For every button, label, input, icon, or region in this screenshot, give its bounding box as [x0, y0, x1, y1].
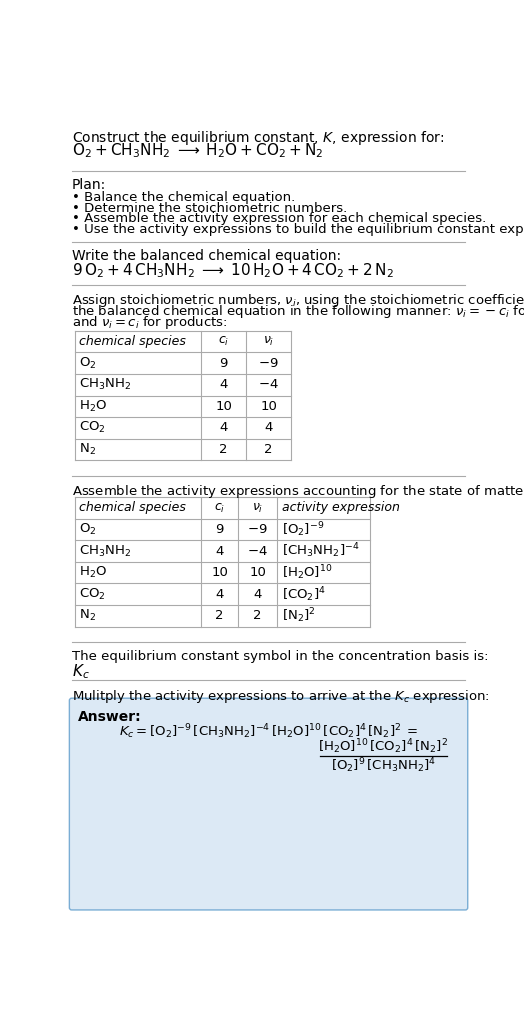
Text: Assemble the activity expressions accounting for the state of matter and $\nu_i$: Assemble the activity expressions accoun… [72, 484, 524, 500]
Text: Mulitply the activity expressions to arrive at the $K_c$ expression:: Mulitply the activity expressions to arr… [72, 688, 489, 705]
Text: 2: 2 [220, 443, 228, 456]
Text: chemical species: chemical species [80, 335, 187, 348]
Text: $c_i$: $c_i$ [218, 335, 229, 348]
Text: 2: 2 [254, 609, 262, 622]
Text: • Assemble the activity expression for each chemical species.: • Assemble the activity expression for e… [72, 212, 486, 226]
Text: 4: 4 [220, 421, 228, 435]
Text: $[\mathrm{H_2O}]^{10}$: $[\mathrm{H_2O}]^{10}$ [282, 564, 332, 582]
Text: $[\mathrm{N_2}]^{2}$: $[\mathrm{N_2}]^{2}$ [282, 607, 315, 625]
Text: • Determine the stoichiometric numbers.: • Determine the stoichiometric numbers. [72, 202, 347, 214]
Text: $[\mathrm{CO_2}]^{4}$: $[\mathrm{CO_2}]^{4}$ [282, 585, 325, 604]
Text: $\mathrm{H_2O}$: $\mathrm{H_2O}$ [80, 565, 107, 580]
Text: 10: 10 [260, 400, 277, 413]
Text: $-4$: $-4$ [258, 378, 279, 392]
Text: $[\mathrm{O_2}]^{9}\,[\mathrm{CH_3NH_2}]^{4}$: $[\mathrm{O_2}]^{9}\,[\mathrm{CH_3NH_2}]… [331, 755, 436, 775]
Text: 4: 4 [265, 421, 272, 435]
Text: $\mathrm{O_2}$: $\mathrm{O_2}$ [80, 356, 97, 371]
Text: Write the balanced chemical equation:: Write the balanced chemical equation: [72, 249, 341, 263]
Text: $-4$: $-4$ [247, 544, 268, 558]
Text: 10: 10 [249, 566, 266, 579]
Text: $K_c$: $K_c$ [72, 662, 90, 681]
Text: $K_c = [\mathrm{O_2}]^{-9}\,[\mathrm{CH_3NH_2}]^{-4}\,[\mathrm{H_2O}]^{10}\,[\ma: $K_c = [\mathrm{O_2}]^{-9}\,[\mathrm{CH_… [119, 722, 418, 741]
Text: $-9$: $-9$ [258, 357, 279, 370]
Text: $\mathrm{CO_2}$: $\mathrm{CO_2}$ [80, 420, 106, 436]
Text: 2: 2 [264, 443, 273, 456]
Text: $\mathrm{9\,O_2 + 4\,CH_3NH_2 \;\longrightarrow\; 10\,H_2O + 4\,CO_2 + 2\,N_2}$: $\mathrm{9\,O_2 + 4\,CH_3NH_2 \;\longrig… [72, 261, 394, 280]
Text: $-9$: $-9$ [247, 523, 268, 536]
Text: the balanced chemical equation in the following manner: $\nu_i = -c_i$ for react: the balanced chemical equation in the fo… [72, 303, 524, 320]
FancyBboxPatch shape [69, 698, 468, 910]
Text: chemical species: chemical species [80, 501, 187, 515]
Text: $\nu_i$: $\nu_i$ [263, 335, 274, 348]
Text: $[\mathrm{H_2O}]^{10}\,[\mathrm{CO_2}]^{4}\,[\mathrm{N_2}]^{2}$: $[\mathrm{H_2O}]^{10}\,[\mathrm{CO_2}]^{… [318, 737, 449, 756]
Text: 4: 4 [220, 378, 228, 392]
Text: 4: 4 [215, 587, 224, 601]
Text: $\mathrm{O_2}$: $\mathrm{O_2}$ [80, 522, 97, 537]
Text: $\mathrm{CH_3NH_2}$: $\mathrm{CH_3NH_2}$ [80, 543, 132, 559]
Text: • Use the activity expressions to build the equilibrium constant expression.: • Use the activity expressions to build … [72, 223, 524, 236]
Text: $\mathrm{H_2O}$: $\mathrm{H_2O}$ [80, 399, 107, 414]
Text: $c_i$: $c_i$ [214, 501, 225, 515]
Text: activity expression: activity expression [282, 501, 400, 515]
Text: $\mathrm{CH_3NH_2}$: $\mathrm{CH_3NH_2}$ [80, 377, 132, 393]
Text: $\nu_i$: $\nu_i$ [252, 501, 264, 515]
Text: 4: 4 [215, 544, 224, 558]
Text: 9: 9 [215, 523, 224, 536]
Text: 10: 10 [211, 566, 228, 579]
Text: $\mathrm{O_2 + CH_3NH_2 \;\longrightarrow\; H_2O + CO_2 + N_2}$: $\mathrm{O_2 + CH_3NH_2 \;\longrightarro… [72, 141, 323, 160]
Text: $[\mathrm{O_2}]^{-9}$: $[\mathrm{O_2}]^{-9}$ [282, 521, 324, 539]
Text: $[\mathrm{CH_3NH_2}]^{-4}$: $[\mathrm{CH_3NH_2}]^{-4}$ [282, 542, 359, 561]
Text: $\mathrm{CO_2}$: $\mathrm{CO_2}$ [80, 586, 106, 602]
Text: Assign stoichiometric numbers, $\nu_i$, using the stoichiometric coefficients, $: Assign stoichiometric numbers, $\nu_i$, … [72, 292, 524, 310]
Text: $\mathrm{N_2}$: $\mathrm{N_2}$ [80, 608, 96, 623]
Text: 2: 2 [215, 609, 224, 622]
Text: Plan:: Plan: [72, 178, 106, 193]
Text: Answer:: Answer: [78, 709, 141, 724]
Text: $\mathrm{N_2}$: $\mathrm{N_2}$ [80, 442, 96, 457]
Text: Construct the equilibrium constant, $K$, expression for:: Construct the equilibrium constant, $K$,… [72, 129, 444, 148]
Text: 9: 9 [220, 357, 228, 370]
Text: 4: 4 [254, 587, 262, 601]
Text: and $\nu_i = c_i$ for products:: and $\nu_i = c_i$ for products: [72, 314, 227, 331]
Text: The equilibrium constant symbol in the concentration basis is:: The equilibrium constant symbol in the c… [72, 650, 488, 663]
Text: 10: 10 [215, 400, 232, 413]
Text: • Balance the chemical equation.: • Balance the chemical equation. [72, 191, 295, 204]
